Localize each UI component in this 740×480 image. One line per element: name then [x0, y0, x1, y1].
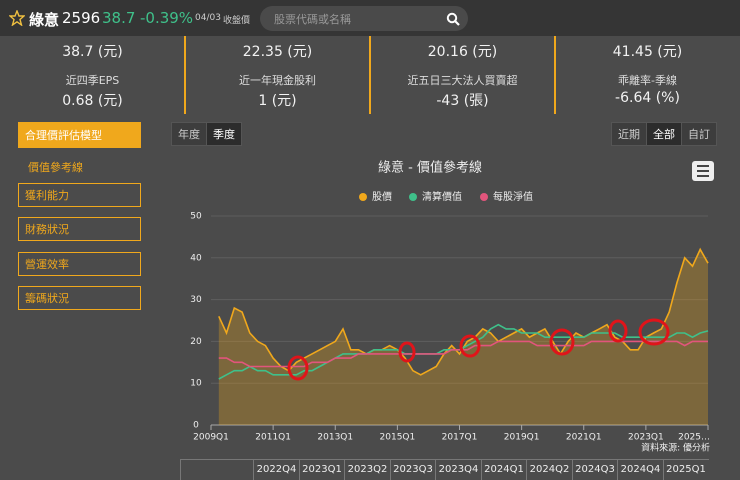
change: -0.39% [140, 9, 194, 27]
y-tick-label: 20 [190, 337, 202, 347]
price: 38.7 [102, 9, 136, 27]
table-header-cell: 2024Q3 [571, 459, 618, 480]
table-header-cell: 2023Q2 [344, 459, 390, 480]
metric-value: -6.64 (%) [615, 90, 680, 106]
divider [369, 36, 371, 114]
metric-label: 近四季EPS [65, 74, 120, 87]
period-tab[interactable]: 年度 [171, 122, 207, 146]
series-line [218, 340, 708, 368]
metric-label: 近五日三大法人買賣超 [407, 74, 518, 87]
sidebar-item[interactable]: 營運效率 [18, 252, 141, 276]
x-tick-label: 2021Q1 [566, 433, 602, 443]
series-area [218, 249, 709, 425]
divider [554, 36, 556, 114]
x-tick-label: 2023Q1 [628, 433, 664, 443]
sidebar-item[interactable]: 籌碼狀況 [18, 286, 141, 310]
stock-name: 綠意 [29, 11, 60, 29]
y-tick-label: 30 [190, 295, 202, 305]
legend-label: 股價 [372, 190, 392, 203]
sidebar-sub[interactable]: 價值參考線 [28, 161, 83, 174]
stock-code: 2596 [62, 9, 101, 27]
table-header-cell: 2024Q2 [526, 459, 572, 480]
series-line [218, 323, 709, 380]
metric-label: 近一年現金股利 [239, 74, 316, 87]
stat-value: 22.35 (元) [242, 44, 313, 60]
table-header-cell: 2022Q4 [253, 459, 299, 480]
x-tick-label: 2019Q1 [504, 433, 540, 443]
sidebar-item[interactable]: 財務狀況 [18, 217, 141, 241]
stat-value: 38.7 (元) [62, 44, 123, 60]
range-tab[interactable]: 自訂 [681, 122, 717, 146]
x-tick-label: 2025… [678, 433, 710, 443]
x-tick-label: 2017Q1 [442, 433, 478, 443]
sidebar-active[interactable]: 合理價評估模型 [18, 122, 141, 148]
search-icon[interactable] [446, 12, 460, 26]
chart-title: 綠意 - 價值參考線 [378, 160, 482, 176]
table-corner [180, 459, 254, 480]
y-tick-label: 50 [190, 212, 202, 222]
period-tab[interactable]: 季度 [206, 122, 242, 146]
legend-marker [409, 193, 417, 201]
legend-label: 每股淨值 [493, 190, 533, 203]
table-header-cell: 2024Q4 [617, 459, 663, 480]
x-tick-label: 2013Q1 [317, 433, 353, 443]
legend-marker [359, 193, 367, 201]
legend-marker [480, 193, 488, 201]
y-tick-label: 10 [190, 379, 202, 389]
table-header-cell: 2024Q1 [480, 459, 527, 480]
search-box[interactable]: 股票代碼或名稱 [260, 6, 468, 31]
x-tick-label: 2011Q1 [255, 433, 291, 443]
x-tick-label: 2015Q1 [380, 433, 416, 443]
date: 04/03 [195, 13, 221, 23]
divider [184, 36, 186, 114]
stat-value: 20.16 (元) [427, 44, 498, 60]
stat-value: 41.45 (元) [612, 44, 683, 60]
range-tab[interactable]: 全部 [646, 122, 682, 146]
y-tick-label: 40 [190, 253, 202, 263]
top-bar: 綠意 2596 38.7 -0.39% 04/03 收盤價 股票代碼或名稱 [0, 0, 740, 36]
y-tick-label: 0 [193, 421, 199, 431]
metric-value: -43 (張) [436, 93, 489, 109]
metric-value: 0.68 (元) [62, 93, 123, 109]
menu-icon[interactable] [692, 161, 714, 181]
data-table: 2022Q4 2023Q1 2023Q2 2023Q3 2023Q4 2024Q1 2024… [180, 459, 710, 480]
highlight-circles [287, 318, 670, 381]
table-header-cell: 2025Q1 [662, 459, 709, 480]
source-note: 資料來源: 優分析 [641, 442, 710, 454]
favorite-star[interactable] [9, 10, 25, 26]
metric-label: 乖離率-季線 [618, 74, 677, 87]
metric-value: 1 (元) [258, 93, 297, 109]
x-tick-label: 2009Q1 [193, 433, 229, 443]
table-header-cell: 2023Q4 [435, 459, 481, 480]
table-header-cell: 2023Q3 [389, 459, 436, 480]
sidebar-item[interactable]: 獲利能力 [18, 183, 141, 207]
table-header-cell: 2023Q1 [298, 459, 345, 480]
legend-label: 清算價值 [422, 190, 462, 203]
date-note: 收盤價 [223, 16, 251, 26]
search-placeholder: 股票代碼或名稱 [274, 13, 351, 26]
